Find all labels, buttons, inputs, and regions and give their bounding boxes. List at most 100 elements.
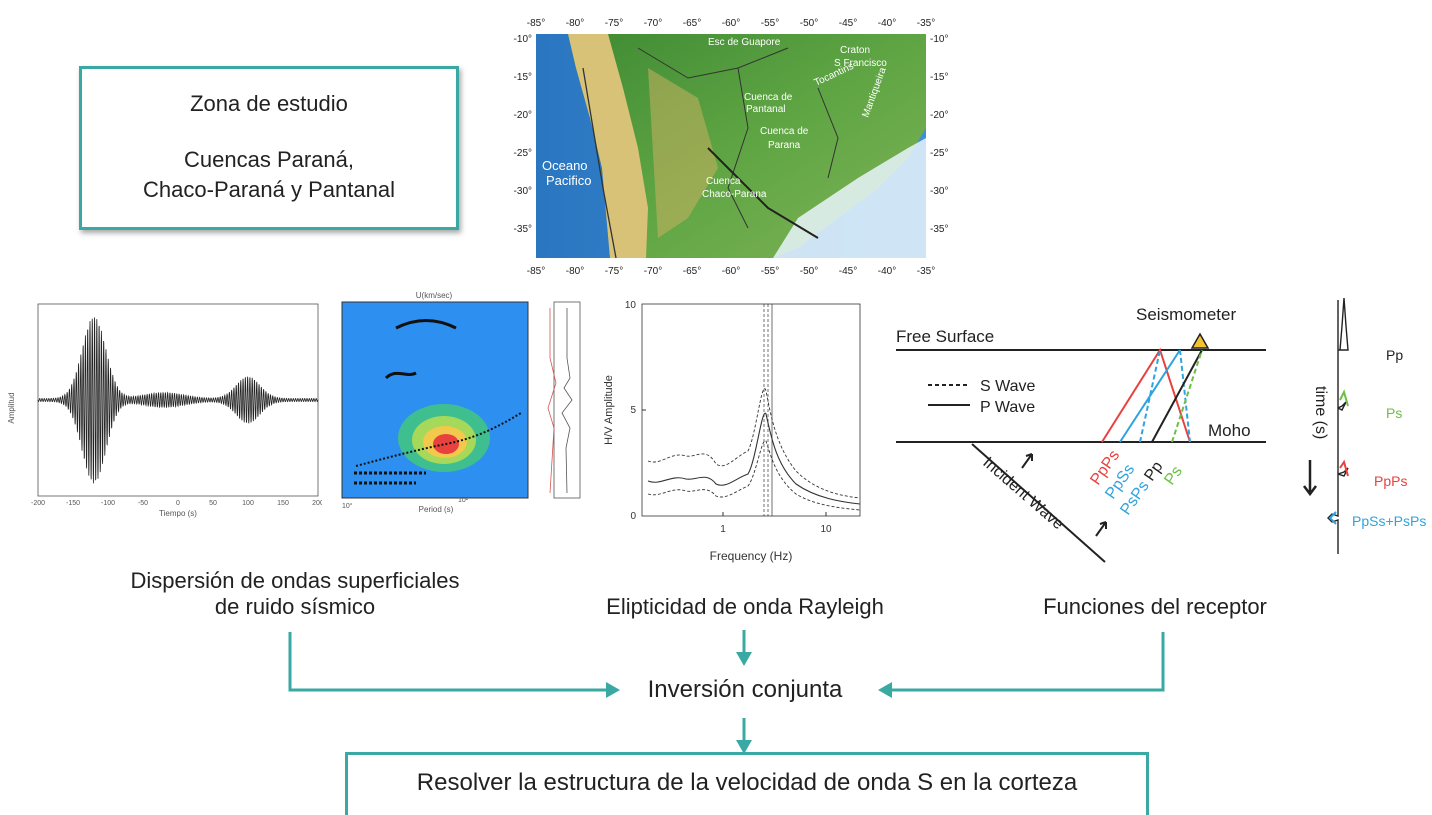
svg-text:-55°: -55° (761, 266, 779, 277)
svg-text:-50: -50 (138, 500, 148, 507)
ray-ps (1171, 349, 1203, 443)
caption-ellipticity: Elipticidad de onda Rayleigh (606, 594, 884, 619)
map-highland (648, 68, 718, 238)
rf-time-arrow (1303, 460, 1317, 497)
svg-text:100: 100 (242, 500, 254, 507)
dispersion-xtick-1: 10° (342, 502, 353, 510)
map-shelf (773, 138, 926, 258)
svg-text:-35°: -35° (930, 224, 948, 235)
svg-text:-100: -100 (101, 500, 115, 507)
map-lat-labels-right: -10° -15° -20° -25° -30° -35° (930, 34, 948, 235)
label-craton-2: S Francisco (834, 58, 887, 69)
label-pantanal-2: Pantanal (746, 104, 785, 115)
seismometer-label: Seismometer (1136, 305, 1236, 324)
study-map: -85° -80° -75° -70° -65° -60° -55° -50° … (514, 18, 949, 277)
svg-text:-40°: -40° (878, 18, 896, 29)
svg-text:-70°: -70° (644, 266, 662, 277)
joint-inversion-label: Inversión conjunta (647, 676, 843, 703)
svg-text:0: 0 (176, 500, 180, 507)
svg-text:-65°: -65° (683, 18, 701, 29)
label-chaco-2: Chaco-Parana (702, 189, 767, 200)
hv-chart: 0 5 10 1 10 Frequency (Hz) H/V Amplitude (603, 300, 861, 563)
p-wave-label: P Wave (980, 399, 1035, 416)
rf-trace-ps-label: Ps (1386, 405, 1402, 421)
rf-ppps-pulse (1339, 459, 1349, 477)
hv-ytick-5: 5 (630, 405, 636, 416)
map-lat-labels-left: -10° -15° -20° -25° -30° -35° (514, 34, 532, 235)
caption-receiver: Funciones del receptor (1043, 594, 1267, 619)
label-ocean-2: Pacifico (546, 173, 592, 188)
rf-ppss-pulse (1328, 511, 1337, 525)
hv-upper-curve (647, 388, 861, 499)
hv-mean-curve (647, 412, 861, 505)
dispersion-xlabel: Period (s) (419, 505, 454, 514)
svg-text:-15°: -15° (930, 72, 948, 83)
caption-dispersion-line2: de ruido sísmico (214, 594, 376, 619)
seismogram-trace (37, 317, 319, 484)
study-zone-box: Zona de estudio Cuencas Paraná, Chaco-Pa… (79, 66, 459, 230)
svg-text:200: 200 (312, 500, 322, 507)
hv-xlabel: Frequency (Hz) (710, 549, 793, 563)
svg-text:-65°: -65° (683, 266, 701, 277)
seismogram-xticks: -200 -150 -100 -50 0 50 100 150 200 (31, 500, 322, 507)
svg-text:-55°: -55° (761, 18, 779, 29)
free-surface-label: Free Surface (896, 327, 994, 346)
seismometer-icon (1190, 332, 1210, 349)
incident-arrow-2 (1095, 521, 1107, 537)
ray-pp (1151, 349, 1203, 443)
svg-text:-30°: -30° (930, 186, 948, 197)
svg-text:-85°: -85° (527, 18, 545, 29)
moho-label: Moho (1208, 421, 1251, 440)
svg-text:-35°: -35° (917, 18, 935, 29)
label-parana-1: Cuenca de (760, 126, 809, 137)
label-ocean-1: Oceano (542, 158, 588, 173)
rf-trace-ppps-label: PpPs (1374, 473, 1407, 489)
svg-text:-50°: -50° (800, 266, 818, 277)
svg-text:-45°: -45° (839, 18, 857, 29)
svg-text:-20°: -20° (930, 110, 948, 121)
svg-text:-150: -150 (66, 500, 80, 507)
svg-text:-75°: -75° (605, 266, 623, 277)
ray-ppps (1101, 347, 1191, 443)
svg-text:-40°: -40° (878, 266, 896, 277)
dispersion-plot: U(km/sec) 10° 10¹ Period (s) (341, 291, 581, 514)
svg-text:-10°: -10° (930, 34, 948, 45)
result-text: Resolver la estructura de la velocidad d… (416, 769, 1078, 796)
svg-text:-60°: -60° (722, 266, 740, 277)
svg-text:-45°: -45° (839, 266, 857, 277)
incident-arrow-1 (1021, 453, 1033, 469)
arrow-dispersion (288, 632, 612, 692)
seismogram-plot: -200 -150 -100 -50 0 50 100 150 200 Tiem… (7, 303, 322, 518)
svg-text:-80°: -80° (566, 18, 584, 29)
rf-trace-pp-label: Pp (1386, 347, 1403, 363)
svg-text:-35°: -35° (917, 266, 935, 277)
dispersion-title: U(km/sec) (416, 291, 453, 300)
map-andes (568, 34, 648, 258)
s-wave-label: S Wave (980, 378, 1036, 395)
svg-text:150: 150 (277, 500, 289, 507)
study-zone-title: Zona de estudio (190, 91, 348, 116)
hv-ytick-0: 0 (630, 511, 636, 522)
svg-text:50: 50 (209, 500, 217, 507)
svg-text:-15°: -15° (514, 72, 532, 83)
hv-xtick-10: 10 (820, 524, 832, 535)
hv-lower-curve (647, 440, 861, 511)
ray-ppss (1119, 349, 1181, 443)
svg-text:-35°: -35° (514, 224, 532, 235)
label-chaco-1: Cuenca (706, 176, 741, 187)
svg-text:-30°: -30° (514, 186, 532, 197)
svg-text:-25°: -25° (930, 148, 948, 159)
svg-text:-50°: -50° (800, 18, 818, 29)
svg-text:-10°: -10° (514, 34, 532, 45)
rf-ps-pulse (1339, 389, 1349, 407)
label-guapore: Esc de Guapore (708, 37, 781, 48)
receiver-function-diagram: Free Surface Seismometer S Wave P Wave M… (896, 305, 1266, 563)
hv-ytick-10: 10 (625, 300, 637, 311)
rf-time-label: time (s) (1312, 386, 1329, 439)
hv-xtick-1: 1 (720, 524, 726, 535)
rf-trace-ppss-psps-label: PpSs+PsPs (1352, 513, 1426, 529)
svg-text:-70°: -70° (644, 18, 662, 29)
rf-trace-line (1327, 297, 1349, 554)
arrow-receiver (886, 632, 1165, 692)
